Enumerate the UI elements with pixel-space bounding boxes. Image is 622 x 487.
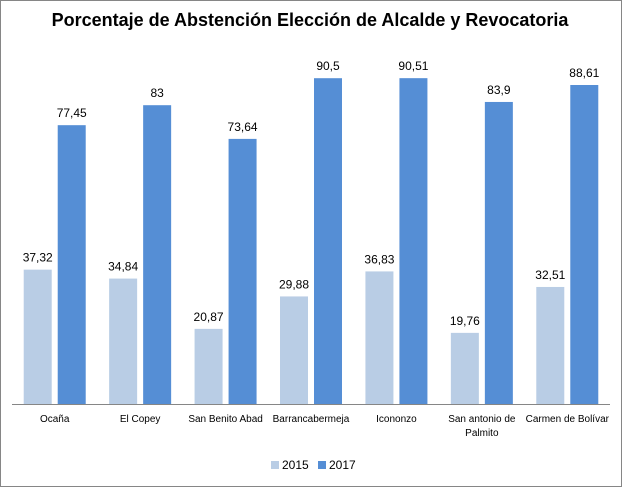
category-label-2: San Benito Abad	[188, 414, 263, 425]
legend-swatch-2017	[318, 461, 326, 469]
bar-2015-5	[450, 332, 479, 404]
bar-2015-6	[536, 286, 565, 404]
legend-label-2015: 2015	[282, 458, 309, 472]
value-label-2015-0: 37,32	[23, 251, 53, 265]
value-label-2017-0: 77,45	[57, 106, 87, 120]
category-label-1: El Copey	[120, 414, 161, 425]
legend: 2015 2017	[271, 458, 356, 472]
value-label-2015-1: 34,84	[108, 260, 138, 274]
value-label-2017-5: 83,9	[487, 83, 511, 97]
value-label-2015-4: 36,83	[364, 252, 394, 266]
value-label-2017-2: 73,64	[228, 120, 258, 134]
bar-2015-2	[194, 328, 223, 404]
bar-2017-1	[143, 105, 172, 404]
bar-2017-6	[570, 85, 599, 404]
bar-2017-4	[399, 78, 428, 404]
value-label-2015-2: 20,87	[194, 310, 224, 324]
bar-2015-0	[23, 269, 52, 404]
value-label-2015-3: 29,88	[279, 277, 309, 291]
category-label-3: Barrancabermeja	[273, 414, 350, 425]
bar-2015-3	[280, 296, 308, 404]
value-label-2015-5: 19,76	[450, 314, 480, 328]
legend-swatch-2015	[271, 461, 279, 469]
bar-2015-4	[365, 271, 394, 404]
bars-group	[23, 78, 599, 405]
bar-2017-5	[484, 101, 513, 405]
bar-2017-3	[314, 78, 342, 404]
chart-title: Porcentaje de Abstención Elección de Alc…	[51, 10, 569, 30]
category-labels-group: Ocaña El Copey San Benito Abad Barrancaberm…	[40, 414, 610, 439]
value-label-2017-6: 88,61	[569, 66, 599, 80]
category-label-5: San antonio de Palmito	[448, 414, 516, 439]
category-label-4: Icononzo	[376, 414, 417, 425]
category-label-0: Ocaña	[40, 414, 70, 425]
value-label-2017-3: 90,5	[316, 59, 340, 73]
category-label-6: Carmen de Bolívar	[526, 414, 610, 425]
value-labels-group: 37,32 77,45 34,84 83 20,87 73,64 29,88 90,5 36,8…	[23, 59, 600, 328]
value-label-2017-4: 90,51	[398, 59, 428, 73]
legend-label-2017: 2017	[329, 458, 356, 472]
value-label-2017-1: 83	[150, 86, 164, 100]
bar-2017-0	[57, 125, 86, 405]
bar-2017-2	[228, 138, 257, 404]
value-label-2015-6: 32,51	[535, 268, 565, 282]
bar-2015-1	[109, 278, 138, 404]
